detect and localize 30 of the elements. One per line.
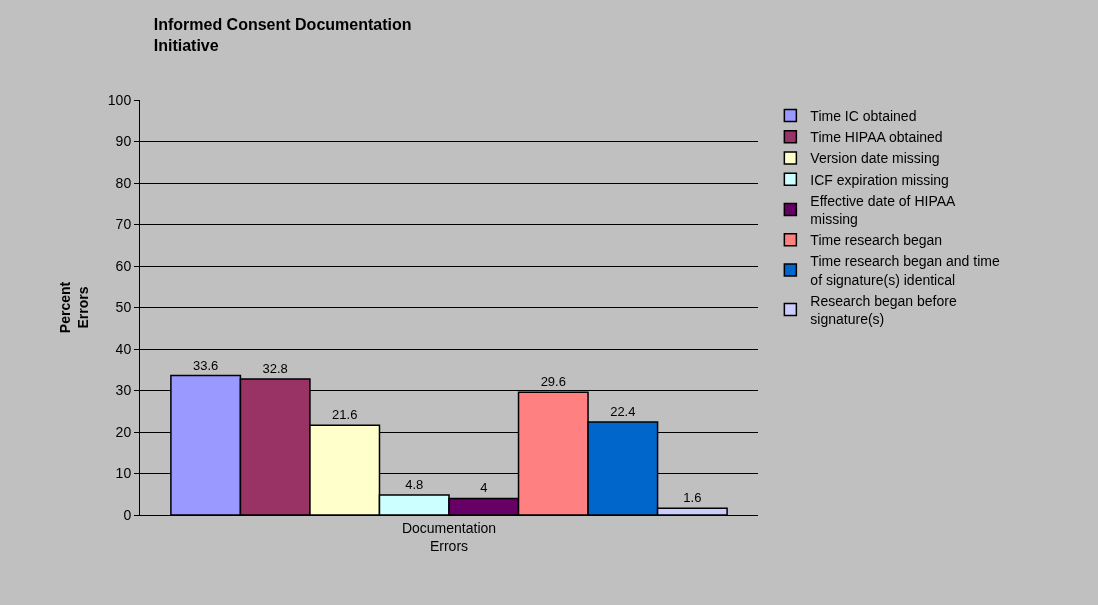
y-tick-label: 70 bbox=[115, 216, 132, 233]
legend-label: ICF expiration missing bbox=[810, 171, 949, 188]
y-tick-label: 100 bbox=[107, 91, 132, 108]
y-tick-label: 0 bbox=[123, 506, 132, 523]
legend-label: Research began before signature(s) bbox=[810, 292, 957, 328]
legend-label: Time HIPAA obtained bbox=[810, 129, 943, 146]
y-tick-label: 10 bbox=[115, 465, 132, 482]
data-label: 4 bbox=[480, 480, 488, 496]
data-label: 22.4 bbox=[610, 404, 636, 420]
legend-label: Time research began bbox=[810, 232, 943, 249]
y-tick-label: 20 bbox=[115, 423, 132, 440]
legend-label: Time research began and time of signature(s) identical bbox=[810, 253, 1000, 288]
y-tick-label: 60 bbox=[115, 257, 132, 274]
legend-label: Version date missing bbox=[810, 150, 940, 167]
y-tick-label: 90 bbox=[115, 133, 132, 150]
y-axis-title: Percent Errors bbox=[57, 281, 92, 334]
legend-label: Time IC obtained bbox=[810, 108, 917, 125]
y-tick-label: 50 bbox=[115, 299, 132, 316]
y-tick-label: 40 bbox=[115, 340, 132, 357]
data-label: 33.6 bbox=[193, 357, 219, 373]
data-label: 4.8 bbox=[405, 477, 424, 493]
y-tick-label: 80 bbox=[115, 174, 132, 191]
data-label: 21.6 bbox=[332, 407, 358, 423]
data-label: 29.6 bbox=[540, 374, 566, 390]
data-label: 1.6 bbox=[683, 490, 702, 506]
chart-title: Informed Consent Documentation Initiative bbox=[153, 16, 412, 55]
y-tick-label: 30 bbox=[115, 382, 132, 399]
x-tick-label: Documentation Errors bbox=[401, 519, 497, 554]
legend-label: Effective date of HIPAA missing bbox=[810, 192, 957, 228]
data-label: 32.8 bbox=[262, 360, 288, 376]
